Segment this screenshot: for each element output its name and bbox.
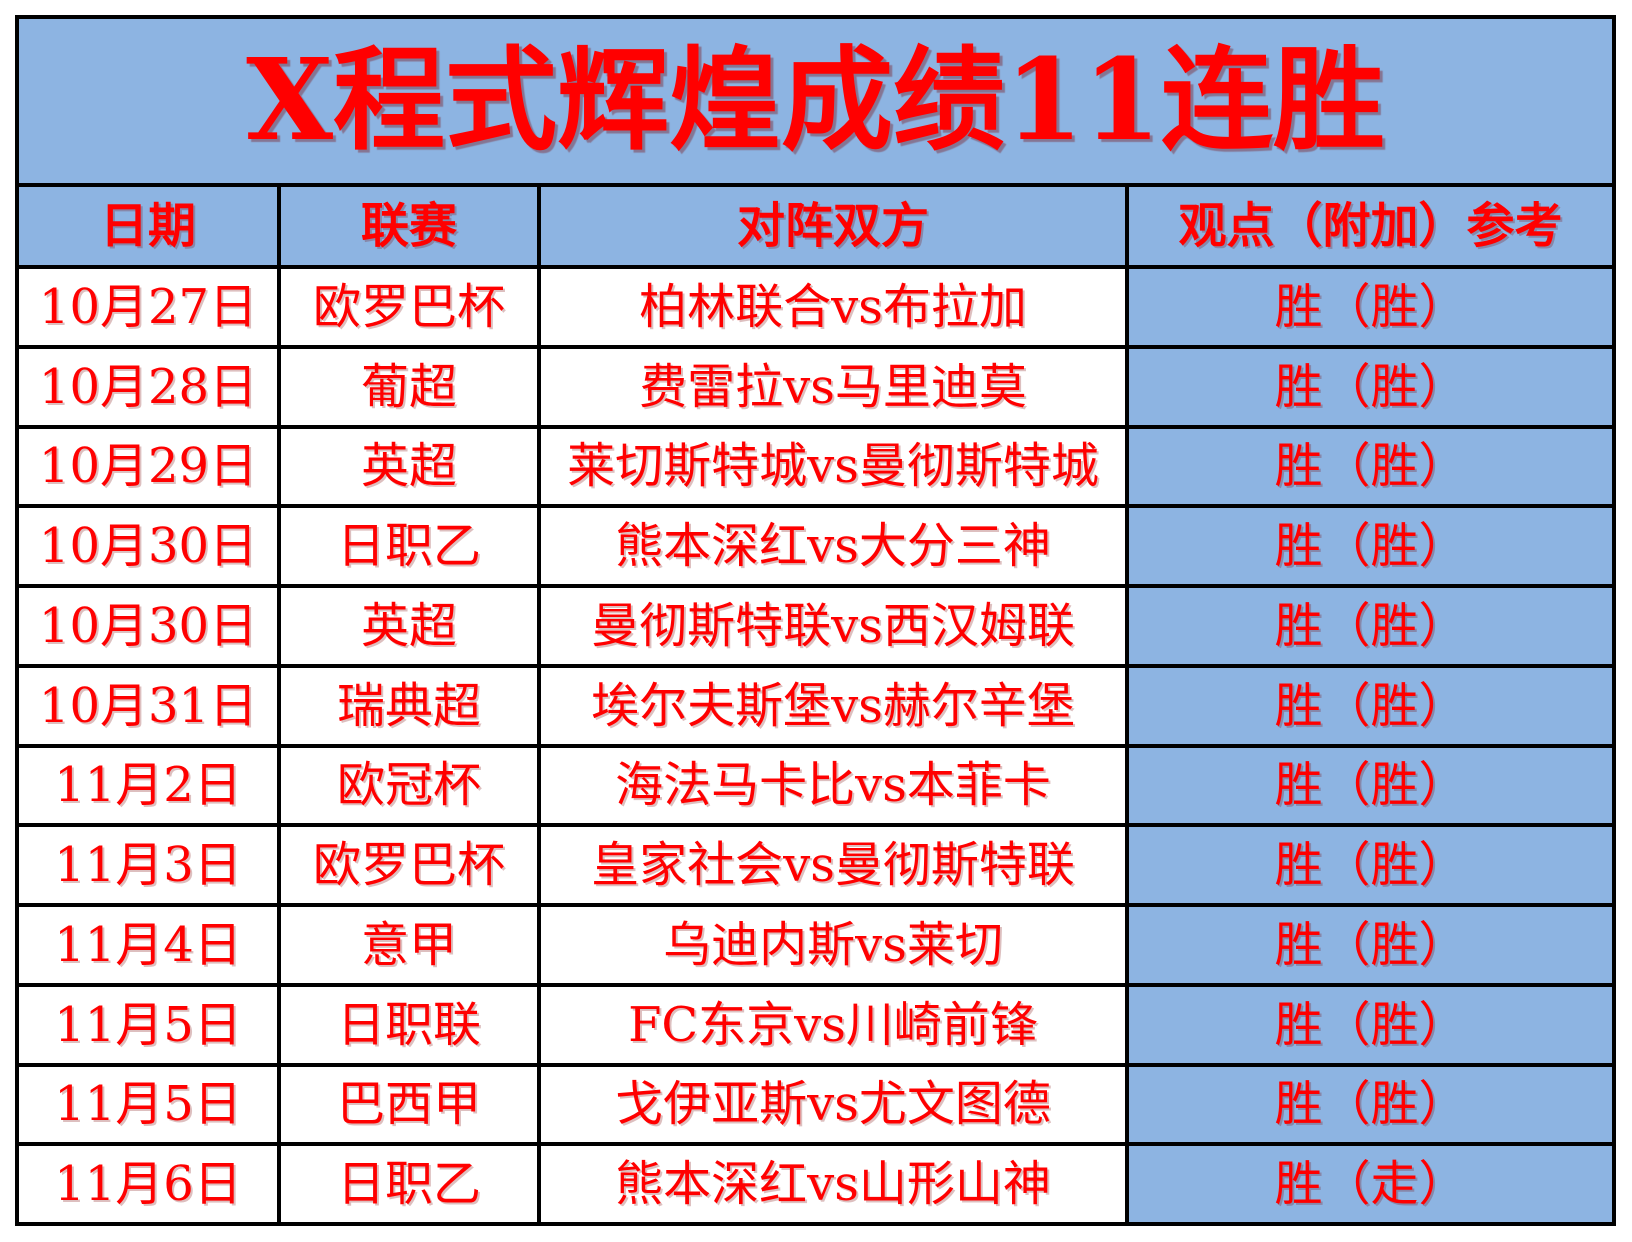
- header-opinion: 观点（附加）参考: [1129, 187, 1612, 265]
- results-table: X程式辉煌成绩11连胜 日期 联赛 对阵双方 观点（附加）参考 10月27日 欧…: [15, 15, 1616, 1226]
- header-league: 联赛: [281, 187, 537, 265]
- opinion-cell: 胜（胜）: [1129, 588, 1612, 664]
- matchup-cell: 曼彻斯特联vs西汉姆联: [541, 588, 1125, 664]
- opinion-cell: 胜（胜）: [1129, 827, 1612, 903]
- league-cell: 意甲: [281, 907, 537, 983]
- opinion-cell: 胜（胜）: [1129, 907, 1612, 983]
- date-cell: 10月27日: [19, 269, 277, 345]
- date-cell: 10月31日: [19, 667, 277, 744]
- league-cell: 欧罗巴杯: [281, 827, 537, 903]
- opinion-cell: 胜（胜）: [1129, 428, 1612, 505]
- opinion-cell: 胜（走）: [1129, 1146, 1612, 1222]
- matchup-cell: 戈伊亚斯vs尤文图德: [541, 1066, 1125, 1143]
- date-cell: 11月5日: [19, 986, 277, 1063]
- matchup-cell: 埃尔夫斯堡vs赫尔辛堡: [541, 667, 1125, 744]
- opinion-cell: 胜（胜）: [1129, 747, 1612, 824]
- date-cell: 11月3日: [19, 827, 277, 903]
- league-cell: 欧罗巴杯: [281, 269, 537, 345]
- date-cell: 11月2日: [19, 747, 277, 824]
- league-cell: 英超: [281, 428, 537, 505]
- league-cell: 欧冠杯: [281, 747, 537, 824]
- matchup-cell: 海法马卡比vs本菲卡: [541, 747, 1125, 824]
- table-title: X程式辉煌成绩11连胜: [19, 19, 1612, 183]
- league-cell: 英超: [281, 588, 537, 664]
- league-cell: 日职乙: [281, 1146, 537, 1222]
- matchup-cell: 费雷拉vs马里迪莫: [541, 348, 1125, 425]
- opinion-cell: 胜（胜）: [1129, 1066, 1612, 1143]
- date-cell: 11月5日: [19, 1066, 277, 1143]
- league-cell: 巴西甲: [281, 1066, 537, 1143]
- date-cell: 10月30日: [19, 588, 277, 664]
- league-cell: 日职联: [281, 986, 537, 1063]
- header-matchup: 对阵双方: [541, 187, 1125, 265]
- league-cell: 日职乙: [281, 508, 537, 584]
- league-cell: 瑞典超: [281, 667, 537, 744]
- date-cell: 10月28日: [19, 348, 277, 425]
- date-cell: 10月29日: [19, 428, 277, 505]
- matchup-cell: FC东京vs川崎前锋: [541, 986, 1125, 1063]
- opinion-cell: 胜（胜）: [1129, 269, 1612, 345]
- opinion-cell: 胜（胜）: [1129, 667, 1612, 744]
- opinion-cell: 胜（胜）: [1129, 348, 1612, 425]
- date-cell: 11月4日: [19, 907, 277, 983]
- matchup-cell: 熊本深红vs大分三神: [541, 508, 1125, 584]
- matchup-cell: 熊本深红vs山形山神: [541, 1146, 1125, 1222]
- opinion-cell: 胜（胜）: [1129, 986, 1612, 1063]
- matchup-cell: 皇家社会vs曼彻斯特联: [541, 827, 1125, 903]
- date-cell: 10月30日: [19, 508, 277, 584]
- date-cell: 11月6日: [19, 1146, 277, 1222]
- header-date: 日期: [19, 187, 277, 265]
- matchup-cell: 莱切斯特城vs曼彻斯特城: [541, 428, 1125, 505]
- opinion-cell: 胜（胜）: [1129, 508, 1612, 584]
- matchup-cell: 乌迪内斯vs莱切: [541, 907, 1125, 983]
- matchup-cell: 柏林联合vs布拉加: [541, 269, 1125, 345]
- league-cell: 葡超: [281, 348, 537, 425]
